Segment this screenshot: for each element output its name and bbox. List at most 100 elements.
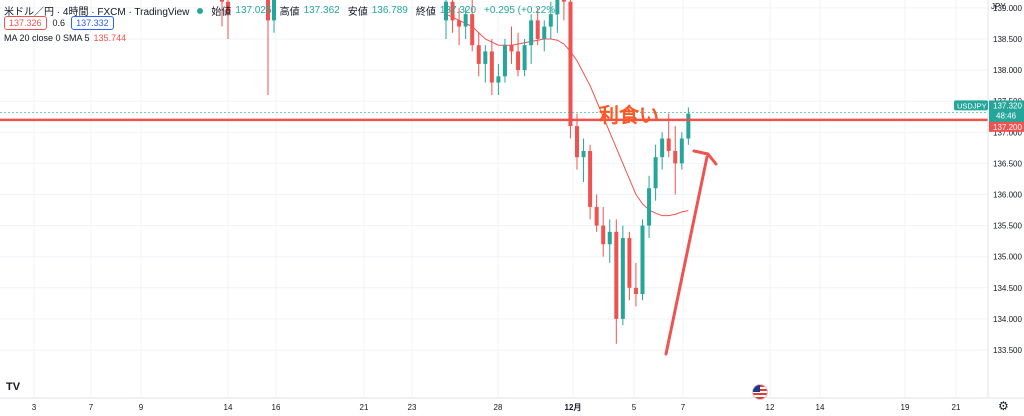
candle-body (607, 231, 612, 245)
time-tick-label: 16 (272, 403, 281, 412)
price-tick-label: 139.000 (993, 4, 1022, 13)
arrow-head (692, 149, 718, 166)
symbol-tag (954, 100, 988, 111)
candle (673, 126, 678, 195)
candle (686, 107, 691, 145)
current-price-tag (989, 100, 1024, 123)
candle (522, 39, 527, 77)
candle-body (568, 1, 573, 127)
candle-body (226, 1, 230, 15)
candle (226, 0, 230, 39)
low-value: 136.789 (371, 5, 408, 16)
time-tick-label: 12月 (565, 403, 582, 412)
legend-header: 米ドル／円 · 4時間 · FXCM · TradingView 始値 137.0… (4, 3, 563, 18)
chart-title: 米ドル／円 · 4時間 · FXCM · TradingView (4, 7, 190, 18)
time-tick-label: 5 (632, 403, 637, 412)
candle-body (614, 231, 619, 319)
candle-body (640, 225, 645, 295)
candle-body (542, 26, 547, 39)
candle-body (502, 45, 507, 77)
candle (647, 175, 652, 239)
price-tick-label: 136.500 (993, 159, 1022, 168)
time-tick-label: 19 (901, 403, 910, 412)
candle (509, 26, 514, 64)
currency-label[interactable]: JPY (991, 2, 1006, 11)
price-tick-label: 136.000 (993, 191, 1022, 200)
high-label: 高値 (279, 7, 300, 18)
candle (555, 0, 560, 33)
price-tick-label: 137.000 (993, 128, 1022, 137)
open-label: 始値 (211, 7, 232, 18)
candle-body (522, 45, 527, 71)
change-value: +0.295 (+0.22%) (484, 5, 559, 16)
open-value: 137.025 (235, 5, 272, 16)
annotation-text: 利食い (599, 103, 659, 127)
time-tick-label: 14 (224, 403, 233, 412)
candle (581, 138, 586, 183)
gear-icon[interactable]: ⚙ (998, 399, 1009, 413)
candle (444, 0, 448, 39)
candle-body (627, 238, 632, 288)
candle-body (679, 138, 684, 164)
candle-body (555, 0, 560, 15)
candle-body (516, 51, 521, 71)
candle (542, 20, 547, 52)
candle (476, 32, 481, 77)
tradingview-logo[interactable]: TV (6, 381, 21, 393)
price-tick-label: 133.500 (993, 346, 1022, 355)
candle (548, 1, 553, 39)
candle (653, 144, 658, 201)
arrow-shaft (664, 155, 709, 356)
candle-body (673, 150, 678, 164)
time-tick-label: 23 (408, 403, 417, 412)
candle-body (509, 45, 514, 52)
market-open-dot-icon (197, 7, 204, 14)
candle-body (588, 150, 593, 207)
time-tick-label: 7 (681, 403, 686, 412)
price-axis[interactable]: 139.000138.500138.000137.500137.000136.5… (987, 0, 1022, 397)
sell-price-button[interactable]: 137.326 (4, 16, 47, 30)
close-value: 137.320 (439, 5, 477, 16)
candle (568, 0, 573, 139)
candle (489, 39, 494, 95)
indicator-value: 135.744 (93, 33, 127, 43)
candle-body (457, 20, 462, 27)
buy-price-button[interactable]: 137.332 (71, 16, 114, 30)
candle (220, 0, 224, 27)
time-tick-label: 14 (816, 403, 825, 412)
candle-body (529, 20, 534, 46)
us-flag-event-icon[interactable] (752, 384, 768, 400)
candle-body (470, 14, 475, 46)
candle-body (444, 1, 448, 21)
candle (614, 219, 619, 344)
candle (607, 219, 612, 263)
indicator-label: MA 20 close 0 SMA 5 (4, 33, 90, 43)
candle (627, 231, 632, 301)
candle (272, 0, 276, 33)
price-tick-label: 134.500 (993, 284, 1022, 293)
low-label: 安値 (347, 7, 368, 18)
candle-body (620, 238, 625, 319)
current-price-tag-text: 137.320 (993, 101, 1022, 110)
high-value: 137.362 (303, 5, 340, 16)
candle (450, 0, 455, 33)
candle (679, 132, 684, 170)
candle-body (666, 138, 671, 151)
candle (266, 0, 270, 95)
spread-value: 0.6 (52, 18, 66, 28)
candle-body (272, 0, 276, 21)
candle-body (476, 45, 481, 64)
time-axis[interactable]: 3 7 9 14 16 21 23 28 12月 5 7 12 14 19 21 (0, 397, 1024, 412)
grid-lines (0, 0, 988, 397)
close-label: 終値 (415, 7, 436, 18)
indicator-legend[interactable]: MA 20 close 0 SMA 5 135.744 (4, 33, 126, 43)
hline-price-tag (989, 121, 1024, 132)
candle-body (686, 113, 691, 139)
candle-body (535, 20, 540, 39)
time-tick-label: 21 (360, 403, 369, 412)
time-tick-label: 12 (766, 403, 775, 412)
candle (620, 225, 625, 326)
symbol-tag-text: USDJPY (957, 101, 987, 110)
candle (483, 45, 488, 83)
